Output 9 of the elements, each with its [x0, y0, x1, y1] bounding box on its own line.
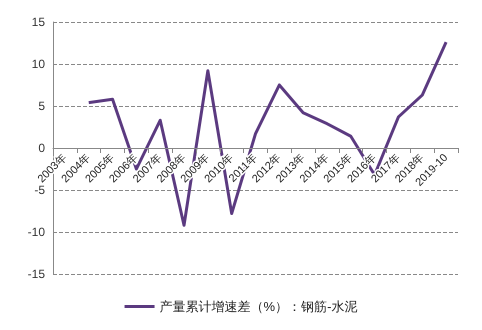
y-tick-label: -15 — [28, 267, 46, 281]
legend-label: 产量累计增速差（%）：钢筋-水泥 — [160, 299, 358, 314]
y-tick-label: -5 — [34, 183, 46, 197]
y-tick-label: 15 — [32, 15, 46, 29]
y-tick-label: 5 — [38, 99, 46, 113]
y-tick-label: 10 — [32, 57, 46, 71]
y-tick-label: -10 — [28, 225, 46, 239]
y-tick-label: 0 — [38, 141, 46, 155]
line-series — [87, 40, 448, 227]
